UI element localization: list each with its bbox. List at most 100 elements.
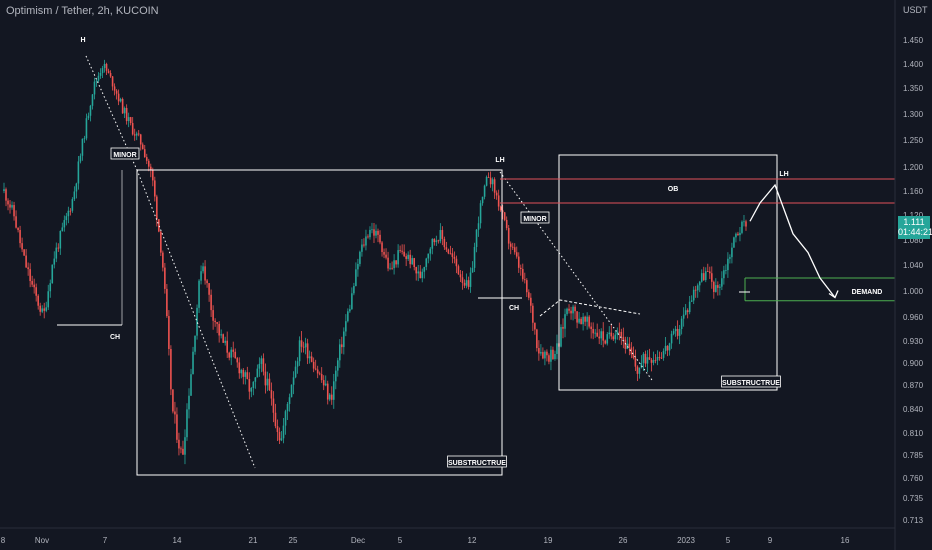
candle-body <box>270 390 273 399</box>
candle-body <box>87 115 90 119</box>
candle-body <box>389 267 391 269</box>
label-h: H <box>80 37 85 44</box>
label-demand: DEMAND <box>852 289 883 296</box>
y-tick-label: 0.713 <box>903 516 924 525</box>
candle-body <box>238 362 241 374</box>
candle-body <box>600 331 603 339</box>
candle-body <box>170 348 172 390</box>
candle-body <box>93 81 96 95</box>
candle-body <box>664 345 667 352</box>
candle-body <box>385 254 387 258</box>
candle-body <box>528 292 530 298</box>
x-tick-label: 25 <box>289 536 298 545</box>
candle-body <box>258 363 261 369</box>
candle-body <box>656 356 659 361</box>
candle-body <box>15 216 17 228</box>
candle-body <box>606 334 609 344</box>
y-tick-label: 0.930 <box>903 337 924 346</box>
candle-body <box>598 336 600 339</box>
candle-body <box>37 295 39 306</box>
candle-body <box>594 332 596 334</box>
candle-body <box>409 254 411 265</box>
candle-body <box>240 369 243 374</box>
candle-body <box>115 90 118 94</box>
candle-body <box>117 93 120 102</box>
candle-body <box>206 280 208 284</box>
candle-body <box>682 314 685 319</box>
candle-body <box>733 237 735 248</box>
candle-body <box>9 204 11 208</box>
candle-body <box>149 166 152 171</box>
annotation-lines <box>57 55 895 476</box>
candle-body <box>180 448 182 450</box>
candle-body <box>554 353 556 359</box>
candle-body <box>538 348 540 354</box>
candle-body <box>723 270 725 279</box>
candle-body <box>75 183 78 192</box>
candle-body <box>280 438 283 441</box>
substructure-dash <box>539 299 641 317</box>
candle-body <box>363 244 365 246</box>
x-tick-label: 12 <box>468 536 477 545</box>
candle-body <box>548 355 550 362</box>
candle-body <box>415 267 418 274</box>
candle-body <box>268 378 271 391</box>
candle-body <box>612 336 615 340</box>
y-tick-label: 1.120 <box>903 211 924 220</box>
currency-label: USDT <box>903 5 928 15</box>
candle-body <box>700 273 703 282</box>
candle-body <box>129 117 132 124</box>
candle-body <box>341 344 343 348</box>
label-substructure-2-box <box>721 375 781 388</box>
candle-body <box>580 318 582 325</box>
candle-body <box>242 369 245 377</box>
candle-body <box>208 283 210 295</box>
x-tick-label: 26 <box>619 536 628 545</box>
candle-body <box>743 221 745 223</box>
label-lh-2: LH <box>779 171 788 178</box>
candle-body <box>326 383 329 400</box>
candle-body <box>666 345 669 351</box>
candle-body <box>445 247 448 250</box>
candle-body <box>491 179 494 185</box>
candle-body <box>85 118 88 139</box>
candle-body <box>57 247 60 249</box>
candle-body <box>244 372 247 377</box>
label-substructure-2: SUBSTRUCTRUE <box>722 380 780 387</box>
candle-body <box>489 177 492 185</box>
candle-body <box>676 328 679 336</box>
candle-body <box>162 252 164 268</box>
candle-body <box>546 351 548 356</box>
candle-body <box>123 107 126 114</box>
candle-body <box>339 344 341 361</box>
candle-body <box>216 322 218 324</box>
candle-body <box>226 340 228 353</box>
projection-path <box>749 183 836 298</box>
candle-body <box>674 328 677 332</box>
candle-body <box>485 177 488 186</box>
candle-body <box>256 368 259 378</box>
candle-body <box>105 63 108 71</box>
candle-body <box>194 335 196 352</box>
bar-countdown: 01:44:21 <box>898 227 932 237</box>
candle-body <box>212 310 214 321</box>
candle-body <box>369 229 371 238</box>
candle-body <box>41 308 44 312</box>
candle-body <box>314 368 317 370</box>
candle-body <box>137 133 140 135</box>
y-tick-label: 0.870 <box>903 381 924 390</box>
candle-body <box>517 256 520 268</box>
candle-body <box>690 300 693 302</box>
candle-body <box>336 360 339 371</box>
candle-body <box>77 161 80 184</box>
candle-body <box>111 76 114 87</box>
candle-body <box>469 272 472 287</box>
candle-body <box>347 311 349 322</box>
candle-body <box>493 179 496 193</box>
candle-body <box>204 266 206 281</box>
candle-body <box>188 395 190 410</box>
candle-body <box>626 343 629 349</box>
x-tick-label: 21 <box>249 536 258 545</box>
